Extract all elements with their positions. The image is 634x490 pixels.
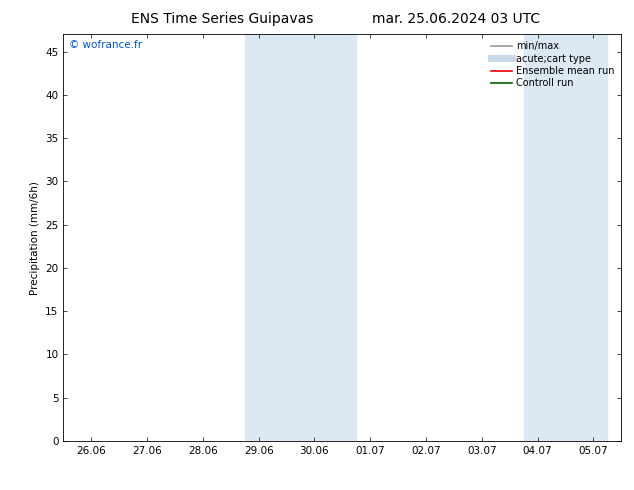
Text: © wofrance.fr: © wofrance.fr: [69, 40, 142, 50]
Legend: min/max, acute;cart type, Ensemble mean run, Controll run: min/max, acute;cart type, Ensemble mean …: [489, 39, 616, 90]
Bar: [552, 34, 607, 441]
Y-axis label: Precipitation (mm/6h): Precipitation (mm/6h): [30, 181, 40, 294]
Text: mar. 25.06.2024 03 UTC: mar. 25.06.2024 03 UTC: [372, 12, 541, 26]
Bar: [273, 34, 356, 441]
Bar: [524, 34, 552, 441]
Bar: [245, 34, 273, 441]
Text: ENS Time Series Guipavas: ENS Time Series Guipavas: [131, 12, 313, 26]
